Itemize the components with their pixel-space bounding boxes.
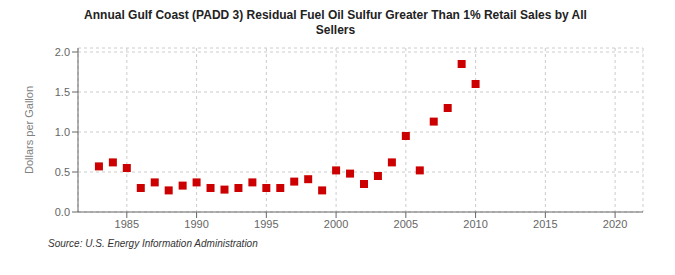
html-text:Sellers: Sellers — [315, 23, 356, 37]
svg-text:2015: 2015 — [533, 218, 557, 230]
svg-text:1.0: 1.0 — [55, 126, 70, 138]
svg-text:1995: 1995 — [254, 218, 278, 230]
svg-text:2020: 2020 — [603, 218, 627, 230]
svg-text:1.5: 1.5 — [55, 86, 70, 98]
svg-text:1990: 1990 — [184, 218, 208, 230]
svg-text:2000: 2000 — [324, 218, 348, 230]
html-text:Source: U.S. Energy Informatio: Source: U.S. Energy Information Administ… — [48, 238, 258, 249]
svg-text:0.5: 0.5 — [55, 166, 70, 178]
svg-text:2010: 2010 — [463, 218, 487, 230]
svg-text:2005: 2005 — [394, 218, 418, 230]
svg-text:Dollars per Gallon: Dollars per Gallon — [23, 86, 35, 174]
html-text:Annual Gulf Coast (PADD 3) Res: Annual Gulf Coast (PADD 3) Residual Fuel… — [84, 8, 587, 22]
svg-text:1985: 1985 — [115, 218, 139, 230]
svg-text:2.0: 2.0 — [55, 46, 70, 58]
svg-text:0.0: 0.0 — [55, 206, 70, 218]
